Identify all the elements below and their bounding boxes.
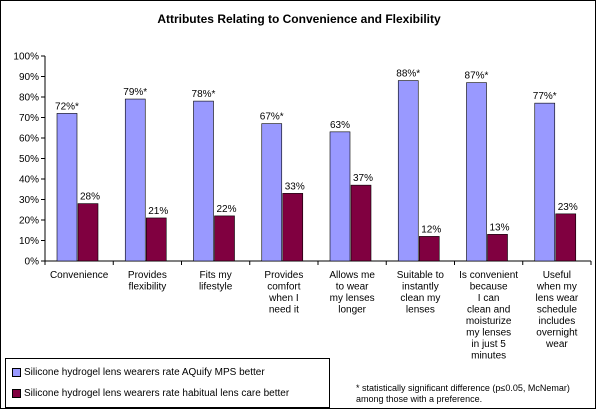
- y-tick-label: 90%: [19, 72, 39, 83]
- y-tick-label: 30%: [19, 195, 39, 206]
- category-label: Convenience: [50, 270, 109, 281]
- data-label-aquify: 72%*: [55, 101, 79, 112]
- data-label-habitual: 23%: [558, 202, 578, 213]
- bar-habitual: [77, 203, 99, 262]
- y-tick-label: 40%: [19, 175, 39, 186]
- y-tick-label: 60%: [19, 134, 39, 145]
- bars: [56, 80, 577, 262]
- data-label-aquify: 78%*: [192, 89, 216, 100]
- footnote: * statistically significant difference (…: [356, 383, 591, 405]
- data-label-aquify: 77%*: [533, 91, 557, 102]
- category-label: Suitable to instantly clean my lenses: [397, 270, 445, 316]
- data-label-aquify: 67%*: [260, 112, 284, 123]
- y-tick-label: 20%: [19, 216, 39, 227]
- y-tick-label: 70%: [19, 113, 39, 124]
- legend-label-habitual: Silicone hydrogel lens wearers rate habi…: [24, 388, 290, 399]
- category-label: Useful when my lens wear schedule includes ov…: [535, 270, 578, 350]
- bar-aquify: [193, 100, 214, 262]
- bar-habitual: [350, 184, 372, 262]
- data-label-habitual: 28%: [80, 192, 100, 203]
- data-label-habitual: 37%: [353, 173, 373, 184]
- y-tick-label: 100%: [13, 52, 39, 63]
- legend-swatch-habitual: [12, 388, 21, 398]
- bar-aquify: [56, 113, 78, 262]
- y-tick-label: 10%: [19, 236, 39, 247]
- bar-habitual: [418, 236, 440, 262]
- data-label-aquify: 87%*: [465, 71, 489, 82]
- chart-title: Attributes Relating to Convenience and F…: [157, 12, 441, 26]
- bar-habitual: [282, 193, 304, 262]
- footnote-line-2: among those with a preference.: [356, 394, 483, 404]
- y-tick-label: 50%: [19, 154, 39, 165]
- y-tick-label: 80%: [19, 93, 39, 104]
- legend-swatch-aquify: [12, 367, 21, 377]
- bar-aquify: [329, 131, 351, 262]
- category-label: Is convenient because I can clean and moistu…: [459, 270, 518, 362]
- bar-habitual: [214, 215, 235, 262]
- bar-habitual: [145, 217, 167, 262]
- x-axis-labels: Convenience Provides flexibility Fits my lif…: [50, 270, 579, 362]
- bar-aquify: [466, 82, 487, 262]
- bar-aquify: [261, 123, 283, 262]
- legend-label-aquify: Silicone hydrogel lens wearers rate AQui…: [24, 367, 265, 378]
- bar-habitual: [555, 213, 577, 262]
- bar-aquify: [534, 102, 556, 262]
- data-label-habitual: 12%: [421, 224, 441, 235]
- legend-entry-aquify: Silicone hydrogel lens wearers rate AQui…: [12, 367, 265, 378]
- legend: Silicone hydrogel lens wearers rate AQui…: [5, 358, 330, 408]
- category-label: Allows me to wear my lenses longer: [329, 270, 375, 316]
- data-label-aquify: 79%*: [123, 87, 147, 98]
- category-label: Provides flexibility: [128, 270, 167, 293]
- bar-habitual: [487, 234, 508, 262]
- bar-aquify: [124, 98, 146, 262]
- data-label-aquify: 88%*: [396, 69, 420, 80]
- legend-entry-habitual: Silicone hydrogel lens wearers rate habi…: [12, 388, 289, 399]
- bar-aquify: [397, 80, 419, 262]
- data-label-habitual: 13%: [489, 222, 509, 233]
- data-label-habitual: 21%: [148, 206, 168, 217]
- data-labels: 72%* 28% 79%* 21% 78%* 22% 67%* 33% 63% 37% 88%* 12…: [55, 69, 578, 236]
- data-label-habitual: 33%: [285, 181, 305, 192]
- data-label-aquify: 63%: [330, 120, 350, 131]
- footnote-line-1: * statistically significant difference (…: [356, 383, 570, 393]
- data-label-habitual: 22%: [216, 204, 236, 215]
- y-tick-label: 0%: [25, 257, 40, 268]
- category-label: Fits my lifestyle: [199, 270, 233, 293]
